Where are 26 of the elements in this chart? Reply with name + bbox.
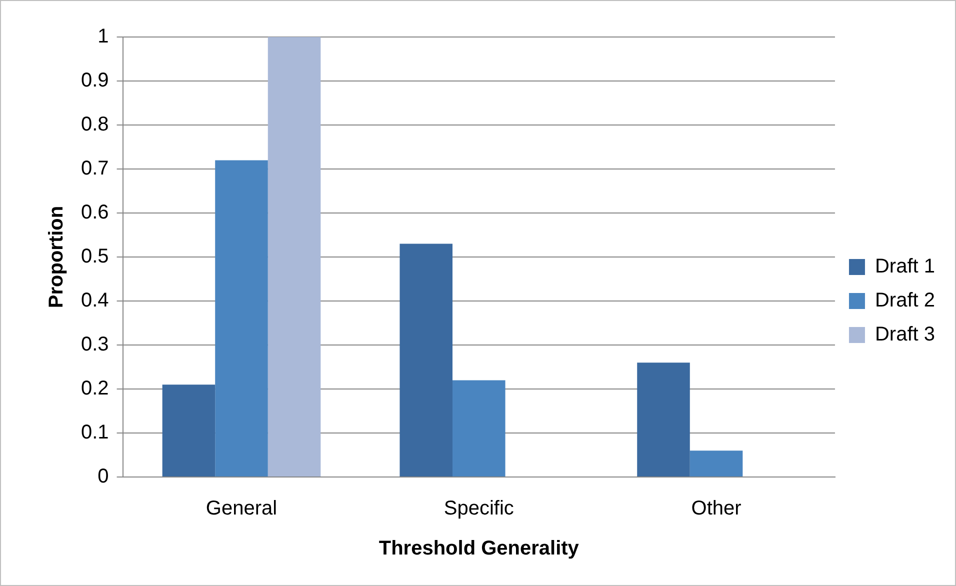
y-tick-label: 0 [98, 466, 109, 488]
y-tick-label: 0.7 [80, 158, 109, 180]
legend-label: Draft 3 [874, 324, 936, 346]
y-tick-label: 0.2 [80, 378, 109, 400]
y-tick-label: 1 [98, 26, 109, 48]
y-tick-label: 0.8 [80, 114, 109, 136]
x-tick-label: General [206, 498, 278, 520]
bar [268, 37, 321, 476]
legend-label: Draft 2 [874, 290, 936, 312]
bar [215, 160, 268, 476]
y-tick-label: 0.9 [80, 70, 109, 92]
bar [400, 244, 452, 476]
bar [452, 380, 506, 476]
y-axis-title: Proportion [46, 206, 68, 308]
y-tick-label: 0.3 [80, 334, 109, 356]
y-tick-label: 0.5 [80, 246, 109, 268]
bar [690, 450, 743, 476]
x-tick-label: Other [691, 498, 742, 520]
y-tick-label: 0.4 [80, 290, 109, 312]
bar [162, 384, 216, 476]
x-tick-label: Specific [444, 498, 514, 520]
x-axis-title: Threshold Generality [378, 538, 580, 560]
y-tick-label: 0.1 [80, 422, 109, 444]
bar [637, 362, 690, 476]
y-tick-label: 0.6 [80, 202, 109, 224]
legend-label: Draft 1 [874, 256, 936, 278]
